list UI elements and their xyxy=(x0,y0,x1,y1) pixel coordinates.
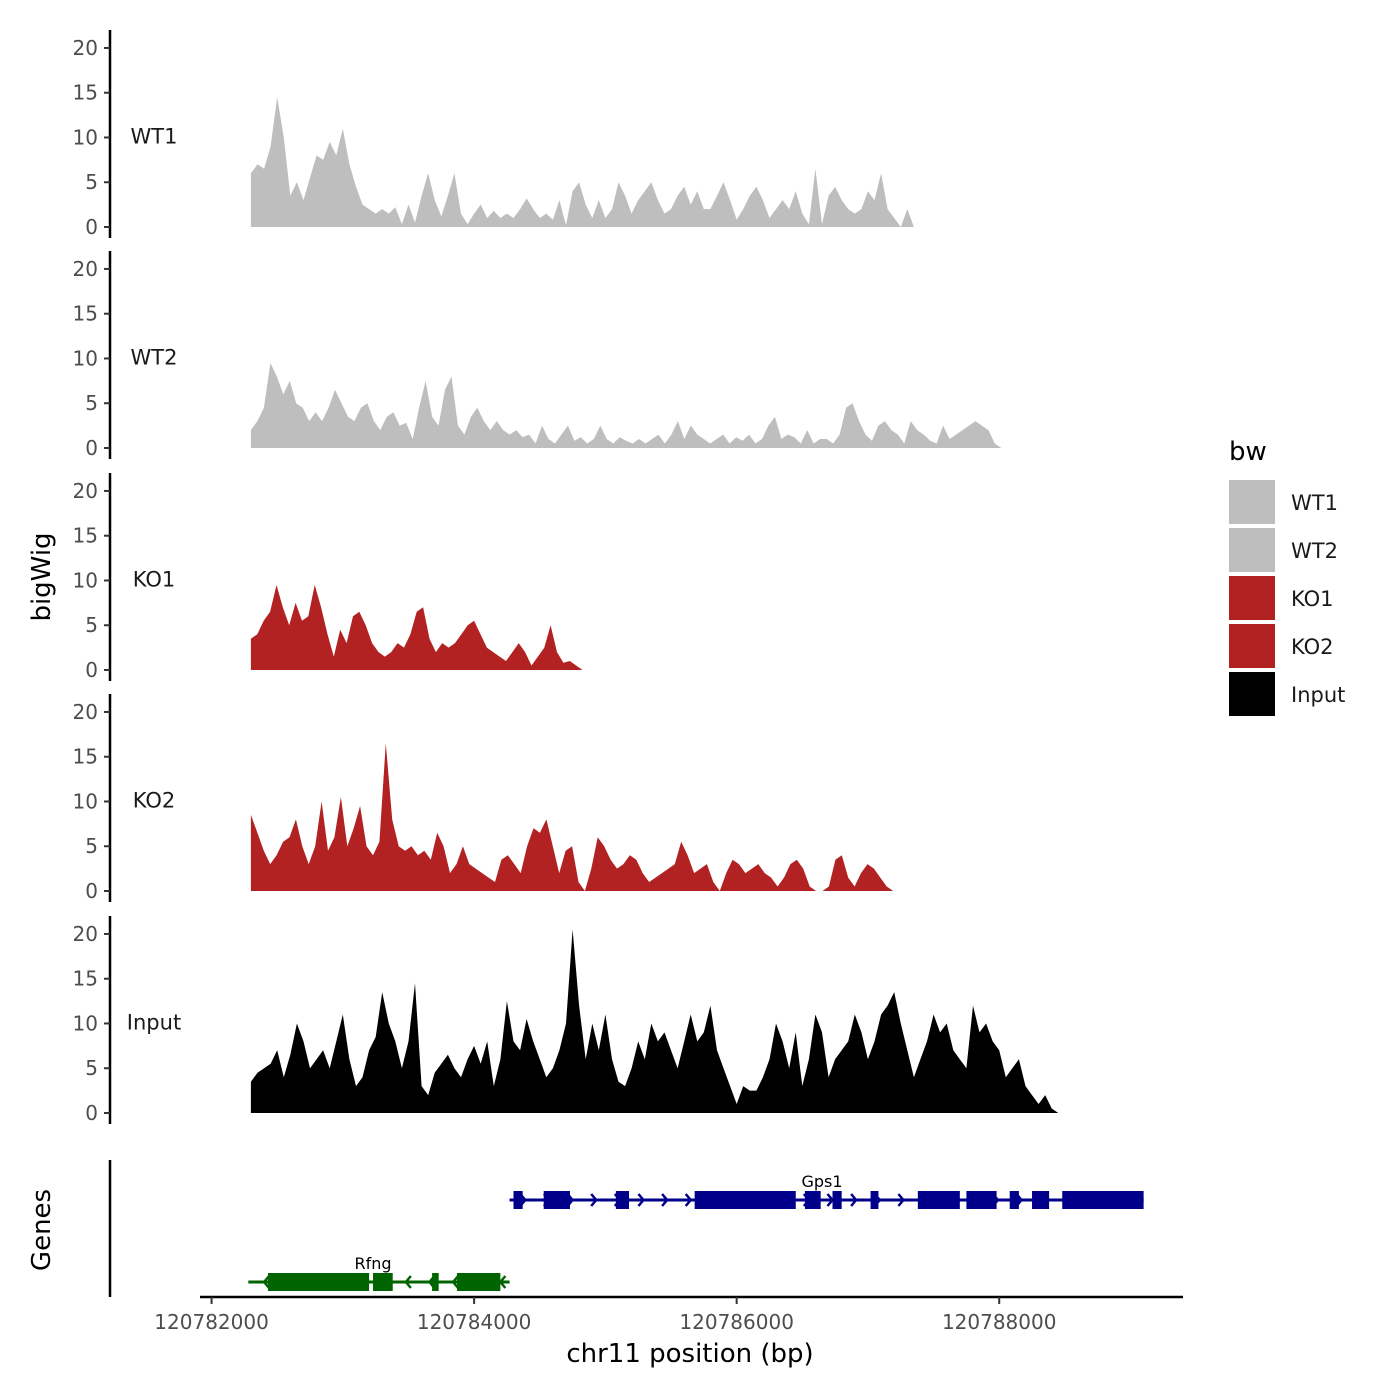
legend-swatch-ko2 xyxy=(1229,624,1275,668)
gene-exon xyxy=(373,1273,393,1291)
genes-axis-title: Genes xyxy=(27,1189,57,1271)
y-tick-label: 15 xyxy=(73,524,98,548)
y-tick-label: 5 xyxy=(85,170,98,194)
y-tick-label: 5 xyxy=(85,834,98,858)
gene-exon xyxy=(268,1273,370,1291)
x-tick-label: 120786000 xyxy=(679,1310,794,1334)
gene-exon xyxy=(917,1191,960,1209)
legend-swatch-ko1 xyxy=(1229,576,1275,620)
track-label: Input xyxy=(127,1010,181,1034)
y-tick-label: 15 xyxy=(73,967,98,991)
gene-label: Gps1 xyxy=(801,1172,842,1191)
y-tick-label: 5 xyxy=(85,613,98,637)
gene-exon xyxy=(1009,1191,1019,1209)
gene-exon xyxy=(1062,1191,1144,1209)
y-tick-label: 20 xyxy=(73,36,98,60)
gene-exon xyxy=(615,1191,630,1209)
x-tick-label: 120784000 xyxy=(417,1310,532,1334)
y-tick-label: 15 xyxy=(73,81,98,105)
legend-label-wt2: WT2 xyxy=(1291,539,1338,563)
strand-arrow-icon xyxy=(661,1193,669,1207)
coverage-area-wt2 xyxy=(250,363,1138,448)
y-tick-label: 10 xyxy=(73,1011,98,1035)
legend-title: bw xyxy=(1229,437,1267,467)
gene-exon xyxy=(832,1191,842,1209)
track-wt2: 0 5 10 15 20 WT2 xyxy=(73,251,1138,460)
legend-label-input: Input xyxy=(1291,683,1345,707)
strand-arrow-icon xyxy=(897,1193,906,1207)
y-tick-label: 10 xyxy=(73,125,98,149)
strand-arrow-icon xyxy=(262,1275,271,1289)
coverage-area-ko2 xyxy=(250,743,1138,891)
y-tick-label: 5 xyxy=(85,1056,98,1080)
legend-swatch-input xyxy=(1229,672,1275,716)
strand-arrow-icon xyxy=(826,1193,835,1207)
y-tick-label: 0 xyxy=(85,1101,98,1125)
coverage-area-input xyxy=(250,929,1138,1113)
gene-exon xyxy=(513,1191,523,1209)
y-tick-label: 0 xyxy=(85,879,98,903)
strand-arrow-icon xyxy=(850,1193,858,1207)
x-tick-label: 120782000 xyxy=(154,1310,269,1334)
gene-rfng: Rfng xyxy=(248,1254,510,1291)
gene-exon xyxy=(870,1191,879,1209)
strand-arrow-icon xyxy=(590,1193,598,1207)
coverage-area-wt1 xyxy=(250,97,1138,227)
gene-exon xyxy=(1032,1191,1050,1209)
y-tick-label: 0 xyxy=(85,215,98,239)
track-label: KO2 xyxy=(133,788,176,812)
gene-label: Rfng xyxy=(355,1254,392,1273)
gene-gps1: Gps1 xyxy=(509,1172,1144,1209)
legend-swatch-wt1 xyxy=(1229,480,1275,524)
y-tick-label: 20 xyxy=(73,922,98,946)
strand-arrow-icon xyxy=(404,1275,412,1289)
track-label: KO1 xyxy=(133,567,176,591)
y-tick-label: 10 xyxy=(73,789,98,813)
track-label: WT1 xyxy=(131,124,178,148)
y-tick-label: 0 xyxy=(85,436,98,460)
track-input: 0 5 10 15 20 Input xyxy=(73,916,1138,1125)
track-wt1: 0 5 10 15 20 WT1 xyxy=(73,30,1138,239)
legend-swatch-wt2 xyxy=(1229,528,1275,572)
gene-exon xyxy=(966,1191,997,1209)
legend-label-ko2: KO2 xyxy=(1291,635,1334,659)
genes-panel: Rfng Gps1 xyxy=(108,1160,1144,1297)
y-tick-label: 15 xyxy=(73,302,98,326)
y-tick-label: 15 xyxy=(73,745,98,769)
y-tick-label: 0 xyxy=(85,658,98,682)
track-ko1: 0 5 10 15 20 KO1 xyxy=(73,473,1138,682)
legend-label-wt1: WT1 xyxy=(1291,491,1338,515)
gene-exon xyxy=(543,1191,570,1209)
y-tick-label: 20 xyxy=(73,257,98,281)
x-tick-label: 120788000 xyxy=(942,1310,1057,1334)
y-tick-label: 20 xyxy=(73,700,98,724)
strand-arrow-icon xyxy=(684,1193,693,1207)
y-tick-label: 10 xyxy=(73,346,98,370)
legend-label-ko1: KO1 xyxy=(1291,587,1334,611)
track-label: WT2 xyxy=(131,345,178,369)
coverage-area-ko1 xyxy=(250,585,1138,670)
x-axis-title: chr11 position (bp) xyxy=(566,1339,813,1369)
strand-arrow-icon xyxy=(637,1193,646,1207)
gene-exon xyxy=(457,1273,501,1291)
y-tick-label: 20 xyxy=(73,479,98,503)
coverage-tracks: 0 5 10 15 20 WT1 0 5 10 15 20 WT2 0 5 10 15 20 KO1 0 5 10 15 2… xyxy=(73,30,1138,1125)
y-axis-title: bigWig xyxy=(27,532,57,621)
gene-exon xyxy=(432,1273,439,1291)
legend: bw WT1 WT2 KO1 KO2 Input xyxy=(1229,437,1345,716)
x-axis: 120782000 120784000 120786000 120788000 xyxy=(154,1295,1183,1334)
gene-exon xyxy=(804,1191,821,1209)
y-tick-label: 10 xyxy=(73,568,98,592)
track-ko2: 0 5 10 15 20 KO2 xyxy=(73,694,1138,903)
y-tick-label: 5 xyxy=(85,391,98,415)
gene-exon xyxy=(694,1191,796,1209)
strand-arrow-icon xyxy=(451,1275,460,1289)
